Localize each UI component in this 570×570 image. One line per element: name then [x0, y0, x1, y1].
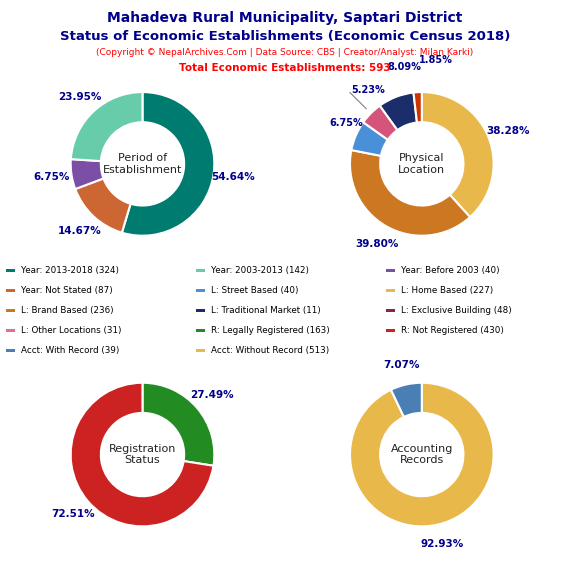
Text: Status of Economic Establishments (Economic Census 2018): Status of Economic Establishments (Econo…	[60, 30, 510, 43]
Text: 1.85%: 1.85%	[420, 55, 453, 65]
Text: Mahadeva Rural Municipality, Saptari District: Mahadeva Rural Municipality, Saptari Dis…	[107, 11, 463, 26]
Text: 7.07%: 7.07%	[383, 360, 420, 370]
Text: 14.67%: 14.67%	[58, 226, 101, 236]
Text: 92.93%: 92.93%	[421, 539, 463, 549]
Bar	[6, 329, 15, 332]
Text: Year: 2013-2018 (324): Year: 2013-2018 (324)	[21, 266, 119, 275]
Text: L: Street Based (40): L: Street Based (40)	[210, 286, 298, 295]
Text: R: Legally Registered (163): R: Legally Registered (163)	[210, 326, 329, 335]
Text: 54.64%: 54.64%	[211, 172, 255, 182]
Bar	[386, 309, 395, 312]
Bar	[6, 349, 15, 352]
Wedge shape	[391, 383, 422, 417]
Text: R: Not Registered (430): R: Not Registered (430)	[401, 326, 503, 335]
Bar	[196, 289, 205, 292]
Wedge shape	[422, 92, 494, 217]
Text: 38.28%: 38.28%	[486, 126, 530, 136]
Text: 72.51%: 72.51%	[51, 510, 95, 519]
Text: Acct: Without Record (513): Acct: Without Record (513)	[210, 345, 329, 355]
Wedge shape	[350, 150, 470, 235]
Bar	[196, 329, 205, 332]
Text: L: Other Locations (31): L: Other Locations (31)	[21, 326, 121, 335]
Bar	[386, 329, 395, 332]
Text: Period of
Establishment: Period of Establishment	[103, 153, 182, 174]
Wedge shape	[71, 159, 104, 189]
Text: 39.80%: 39.80%	[355, 239, 398, 249]
Text: 5.23%: 5.23%	[352, 86, 385, 96]
Text: (Copyright © NepalArchives.Com | Data Source: CBS | Creator/Analyst: Milan Karki: (Copyright © NepalArchives.Com | Data So…	[96, 48, 474, 58]
Text: L: Home Based (227): L: Home Based (227)	[401, 286, 493, 295]
Wedge shape	[71, 92, 142, 161]
Wedge shape	[71, 383, 213, 526]
Wedge shape	[75, 178, 131, 233]
Wedge shape	[142, 383, 214, 466]
Text: L: Brand Based (236): L: Brand Based (236)	[21, 306, 113, 315]
Text: 6.75%: 6.75%	[329, 118, 364, 128]
Text: 8.09%: 8.09%	[388, 62, 422, 72]
Text: Year: Before 2003 (40): Year: Before 2003 (40)	[401, 266, 499, 275]
Wedge shape	[351, 123, 388, 156]
Text: L: Traditional Market (11): L: Traditional Market (11)	[210, 306, 320, 315]
Text: Acct: With Record (39): Acct: With Record (39)	[21, 345, 119, 355]
Text: L: Exclusive Building (48): L: Exclusive Building (48)	[401, 306, 511, 315]
Wedge shape	[363, 105, 397, 140]
Bar	[196, 309, 205, 312]
Bar	[6, 269, 15, 272]
Wedge shape	[380, 92, 417, 130]
Bar	[386, 269, 395, 272]
Wedge shape	[413, 92, 422, 123]
Bar	[196, 349, 205, 352]
Wedge shape	[122, 92, 214, 235]
Text: Year: 2003-2013 (142): Year: 2003-2013 (142)	[210, 266, 308, 275]
Text: 27.49%: 27.49%	[190, 390, 234, 400]
Wedge shape	[350, 383, 494, 526]
Text: Total Economic Establishments: 593: Total Economic Establishments: 593	[179, 63, 391, 73]
Text: Registration
Status: Registration Status	[109, 444, 176, 465]
Text: Accounting
Records: Accounting Records	[390, 444, 453, 465]
Text: Physical
Location: Physical Location	[398, 153, 445, 174]
Text: 6.75%: 6.75%	[34, 172, 70, 182]
Bar	[386, 289, 395, 292]
Text: Year: Not Stated (87): Year: Not Stated (87)	[21, 286, 112, 295]
Bar	[6, 289, 15, 292]
Text: 23.95%: 23.95%	[58, 92, 101, 102]
Bar	[6, 309, 15, 312]
Bar	[196, 269, 205, 272]
